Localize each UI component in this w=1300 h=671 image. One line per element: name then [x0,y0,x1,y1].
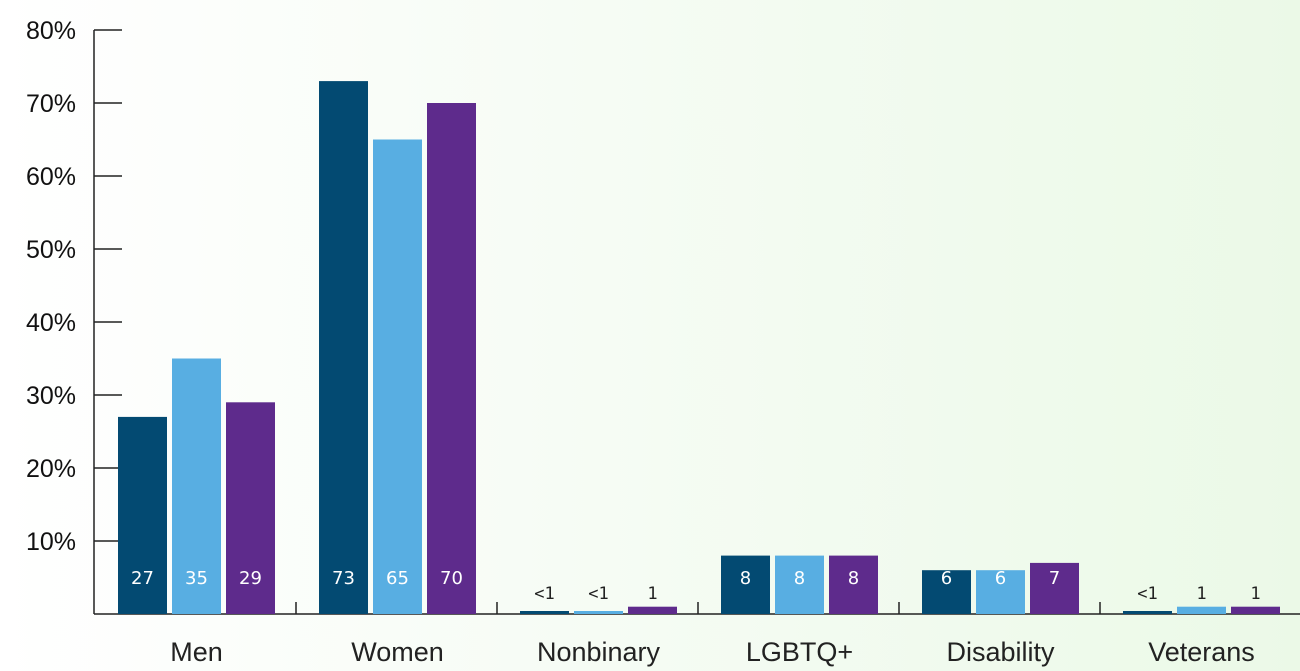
data-label: <1 [534,584,554,604]
data-label: <1 [588,584,608,604]
x-tick-label: Disability [946,637,1055,667]
bar [172,358,221,614]
x-tick-label: Nonbinary [537,637,661,667]
y-tick-label: 20% [26,455,76,483]
data-label: 27 [131,568,154,589]
y-tick-label: 40% [26,309,76,337]
bar [520,611,569,614]
bars [118,81,1280,615]
bar [226,402,275,614]
data-label: 8 [740,568,751,589]
data-label: 8 [848,568,859,589]
data-label: 1 [1196,584,1206,604]
data-label: 8 [794,568,805,589]
data-label: 35 [185,568,208,589]
x-tick-label: Men [170,637,223,667]
axes: 10% 20% 30% 40% 50% 60% 70% 80% [26,17,1300,615]
data-label: 1 [647,584,657,604]
bar [628,606,677,614]
bar [721,555,770,614]
data-label: <1 [1137,584,1157,604]
bar [1177,606,1226,614]
bar [427,103,476,614]
data-label: 29 [239,568,262,589]
y-tick-label: 50% [26,236,76,264]
y-tick-label: 30% [26,382,76,410]
bar [1231,606,1280,614]
bar [1030,562,1079,614]
bar [1123,611,1172,614]
x-tick-label: LGBTQ+ [746,637,853,667]
bar [373,139,422,614]
data-labels: 27 35 29 73 65 70 <1 <1 1 8 8 8 6 6 7 <1 1 1 [131,568,1261,604]
y-tick-label: 70% [26,90,76,118]
data-label: 6 [995,568,1006,589]
x-tick-label: Veterans [1148,637,1255,667]
y-tick-label: 10% [26,528,76,556]
x-tick-label: Women [351,637,444,667]
bar [574,611,623,614]
data-label: 70 [440,568,463,589]
bar [976,570,1025,614]
bar [118,416,167,614]
bar [829,555,878,614]
data-label: 7 [1049,568,1060,589]
bar [922,570,971,614]
x-tick-labels: Men Women Nonbinary LGBTQ+ Disability Veteran… [170,637,1255,667]
data-label: 1 [1250,584,1260,604]
data-label: 6 [941,568,952,589]
bar [775,555,824,614]
y-tick-label: 80% [26,17,76,45]
data-label: 73 [332,568,355,589]
data-label: 65 [386,568,409,589]
bar [319,81,368,615]
y-tick-label: 60% [26,163,76,191]
